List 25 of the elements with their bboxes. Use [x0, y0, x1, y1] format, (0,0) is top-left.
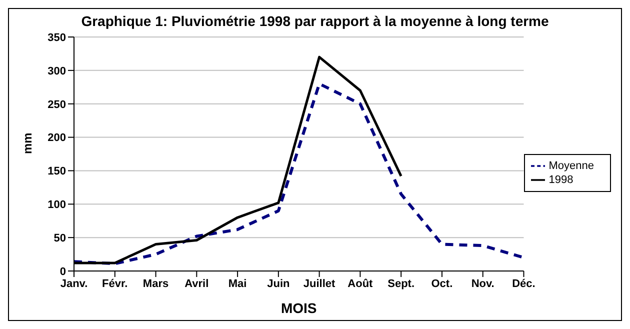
x-tick-label: Août	[348, 278, 374, 290]
x-axis-title: MOIS	[280, 300, 317, 316]
y-tick-label: 100	[48, 199, 66, 212]
x-tick-label: Déc.	[512, 278, 536, 290]
y-axis-title: mm	[20, 132, 34, 154]
chart-title: Graphique 1: Pluviométrie 1998 par rapport à la moyenne à long terme	[80, 13, 550, 29]
y-tick-label: 0	[60, 266, 66, 278]
x-tick-label: Nov.	[471, 278, 494, 290]
y-tick-label: 300	[48, 65, 66, 78]
x-tick-label: Mars	[142, 278, 169, 290]
x-tick-label: Juin	[267, 278, 290, 290]
y-tick-label: 350	[48, 32, 66, 44]
y-tick-label: 250	[48, 98, 66, 111]
legend-label: Moyenne	[548, 160, 594, 172]
x-tick-label: Juillet	[303, 278, 336, 290]
y-tick-label: 150	[48, 166, 66, 178]
x-tick-label: Oct.	[431, 278, 453, 290]
x-tick-label: Févr.	[102, 278, 128, 290]
legend-label: 1998	[548, 174, 574, 186]
y-tick-label: 50	[54, 232, 66, 244]
x-tick-label: Avril	[184, 278, 209, 290]
x-tick-label: Mai	[228, 278, 247, 290]
x-tick-label: Janv.	[60, 278, 88, 290]
x-tick-label: Sept.	[388, 278, 415, 290]
y-tick-label: 200	[48, 132, 66, 144]
